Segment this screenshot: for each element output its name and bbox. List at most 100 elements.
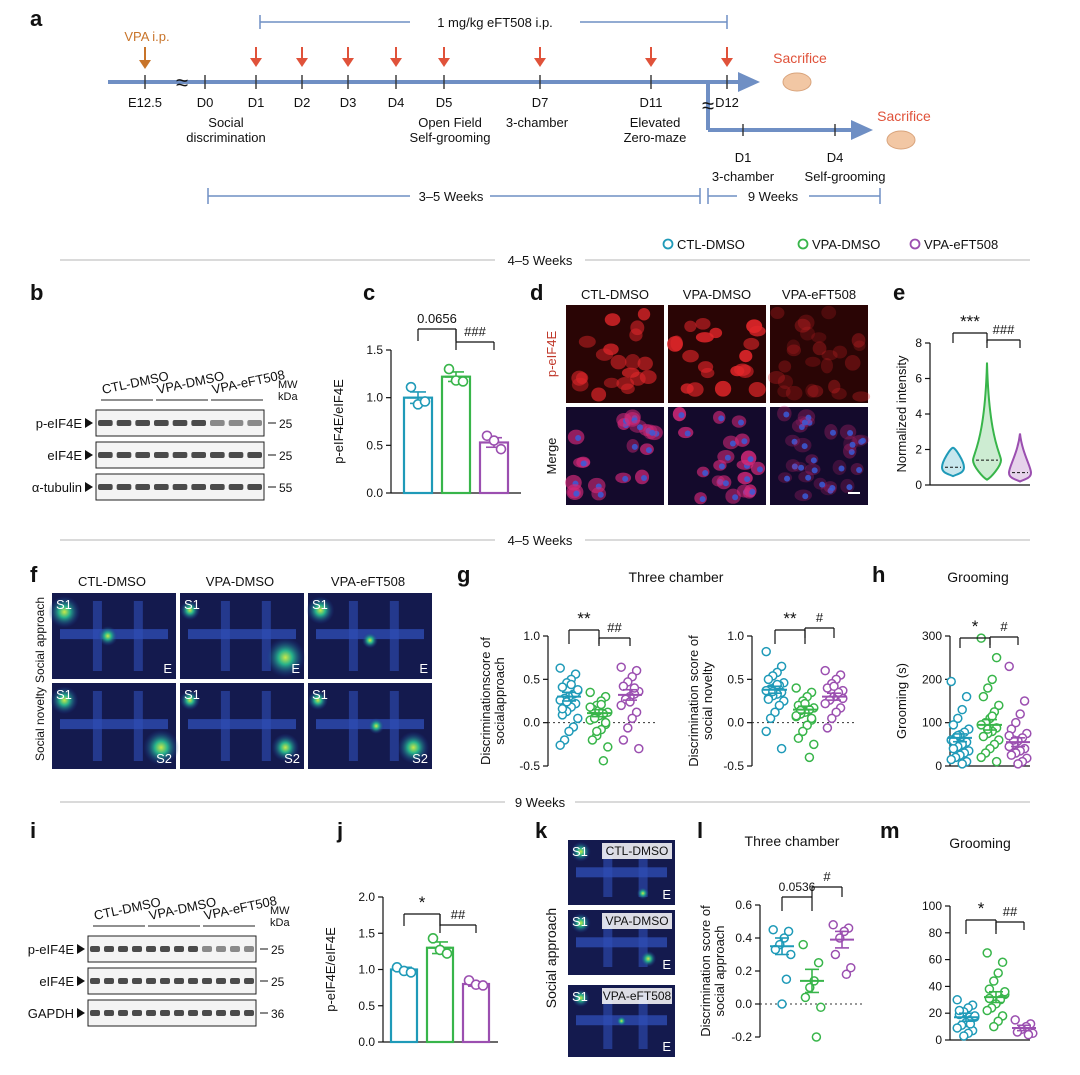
- injection-arrowhead-icon: [645, 58, 657, 67]
- legend-marker: [662, 238, 674, 250]
- nucleus-signal: [798, 423, 805, 430]
- chart-y-tick-label: 1.0: [358, 963, 375, 977]
- heatmap-track: [603, 918, 613, 967]
- span-label-1: 3–5 Weeks: [419, 189, 484, 204]
- heatmap-column-label: VPA-DMSO: [206, 574, 274, 589]
- sig-m-1-label: *: [978, 899, 985, 918]
- data-point-vpa-eft508: [1010, 1015, 1020, 1025]
- data-point-ctl-dmso: [777, 999, 787, 1009]
- panel-letter-h: h: [872, 562, 885, 587]
- heatmap-hotspot: [397, 731, 430, 764]
- treatment-label-bg: [410, 13, 580, 31]
- cell-signal: [770, 306, 785, 319]
- data-point-vpa-dmso: [983, 683, 993, 693]
- injection-arrowhead-icon: [296, 58, 308, 67]
- data-point-ctl-dmso: [946, 754, 956, 765]
- heatmap-group-label: VPA-DMSO: [605, 914, 668, 928]
- data-point-vpa-eft508: [846, 962, 856, 973]
- heatmap-tag: S1: [56, 597, 72, 612]
- cell-signal: [844, 355, 861, 371]
- heatmap-hotspot: [97, 626, 118, 646]
- cell-signal: [709, 327, 723, 339]
- cell-signal: [821, 350, 838, 361]
- heatmap-label-bg: [602, 843, 672, 859]
- injection-arrowhead-icon: [250, 58, 262, 67]
- data-point-ctl-dmso: [783, 926, 794, 937]
- cell-signal: [778, 360, 792, 373]
- blot-band: [154, 484, 169, 490]
- data-point-vpa-dmso: [793, 733, 804, 744]
- heatmap-tag: S2: [412, 751, 428, 766]
- timeline-day-label: D11: [640, 95, 663, 110]
- data-point-vpa-eft508: [629, 683, 640, 693]
- data-point-vpa-dmso: [989, 976, 999, 986]
- heatmap-hotspot: [306, 596, 335, 625]
- data-point-vpa-eft508: [822, 723, 833, 733]
- blot-band: [160, 978, 170, 984]
- chart-y-tick-label: 0.0: [727, 716, 744, 730]
- blot-band: [210, 452, 225, 458]
- cell-signal: [639, 370, 657, 384]
- nucleus-signal: [580, 460, 587, 467]
- blot-band: [146, 1010, 156, 1016]
- bar-vpa-dmso: [425, 946, 455, 1044]
- heatmap-track: [92, 691, 102, 761]
- injection-arrowhead-icon: [534, 58, 546, 67]
- nucleus-signal: [801, 443, 808, 450]
- data-point-vpa-eft508: [829, 681, 839, 692]
- chart-y-tick-label: 1.0: [727, 629, 744, 643]
- data-point-vpa-dmso: [798, 726, 808, 737]
- section-4-5-weeks-a-label: 4–5 Weeks: [508, 253, 573, 268]
- nucleus-signal: [747, 456, 754, 463]
- data-point-ctl-dmso: [961, 691, 972, 702]
- heatmap-hotspot: [271, 733, 300, 762]
- heatmap-tag: E: [163, 661, 172, 676]
- blot-row-pointer-icon: [77, 944, 85, 954]
- data-point-ctl-dmso: [555, 740, 565, 750]
- heatmap-track: [261, 601, 271, 671]
- nucleus-signal: [744, 476, 751, 483]
- cell-signal: [743, 337, 760, 350]
- injection-arrowhead-icon: [721, 58, 733, 67]
- nucleus-signal: [798, 464, 805, 471]
- cell-signal: [629, 328, 643, 342]
- timeline-day-label: D2: [294, 95, 311, 110]
- timeline-arrowhead: [738, 72, 760, 92]
- chart-y-tick-label: 8: [915, 336, 922, 350]
- data-point-vpa-dmso: [589, 713, 600, 724]
- nucleus-signal: [722, 480, 729, 487]
- cell-signal: [767, 371, 785, 385]
- blot-band: [135, 484, 150, 490]
- micrograph-row-label: p-eIF4E: [544, 331, 559, 378]
- data-point-ctl-dmso: [557, 704, 568, 714]
- sig-g1-2-label: ##: [607, 620, 622, 635]
- blot-band: [154, 452, 169, 458]
- blot-band: [202, 946, 212, 952]
- sig-j-2-label: ##: [451, 907, 466, 922]
- sacrifice-label-1: Sacrifice: [773, 50, 827, 66]
- heatmap-hotspot: [570, 913, 591, 933]
- cell-signal: [621, 367, 640, 378]
- chart-y-label: Discrimination score of: [698, 905, 713, 1037]
- chart-y-tick-label: 0.0: [358, 1035, 375, 1049]
- cell-signal: [828, 379, 841, 394]
- cell-signal: [811, 332, 827, 343]
- nucleus-signal: [575, 435, 582, 442]
- data-point-vpa-dmso: [798, 939, 808, 950]
- chart-y-tick-label: 200: [922, 672, 942, 686]
- heatmap-hotspot: [307, 690, 328, 711]
- heatmap-track: [348, 601, 358, 671]
- blot-band: [191, 484, 206, 490]
- data-point-vpa-dmso: [585, 687, 595, 698]
- data-point-vpa-eft508: [623, 723, 633, 733]
- data-point-vpa-dmso: [587, 735, 598, 745]
- data-point: [405, 381, 417, 393]
- heatmap-tag: S1: [56, 687, 72, 702]
- timeline-branch-arrowhead: [851, 120, 873, 140]
- chart-y-tick-label: 0.6: [735, 898, 752, 912]
- test-label-d5: Self-grooming: [410, 130, 491, 145]
- nucleus-signal: [749, 488, 756, 495]
- heatmap-track: [389, 601, 399, 671]
- cell-signal: [695, 332, 714, 343]
- data-point-vpa-eft508: [616, 700, 626, 711]
